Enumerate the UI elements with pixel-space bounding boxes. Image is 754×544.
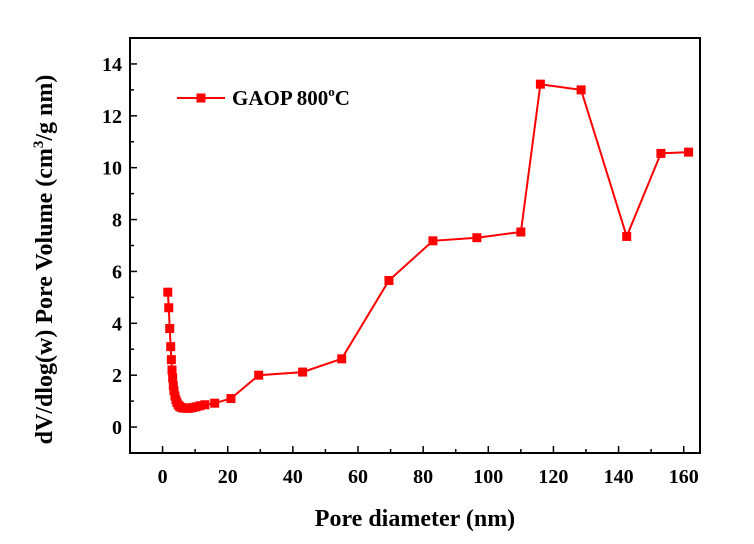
data-point [195, 401, 205, 411]
x-tick-label: 60 [348, 466, 368, 488]
data-point [298, 367, 308, 377]
data-point [167, 365, 177, 375]
data-point [210, 398, 220, 408]
data-point [535, 79, 545, 89]
data-point [200, 400, 210, 410]
data-point [384, 276, 394, 286]
data-point [164, 303, 174, 313]
data-point [472, 233, 482, 243]
y-axis-title: dV/dlog(w) Pore Volume (cm3/g nm) [31, 75, 58, 445]
x-tick-label: 100 [473, 466, 503, 488]
legend-label-main: GAOP 800 [232, 86, 328, 110]
data-point [166, 355, 176, 365]
data-point [226, 394, 236, 404]
y-tick-label: 2 [112, 365, 122, 387]
y-ticks: 0 2 4 6 8 10 12 14 [102, 37, 137, 454]
data-point [684, 147, 694, 157]
y-tick-label: 8 [112, 210, 122, 232]
x-tick-label: 160 [669, 466, 699, 488]
plot-area-frame [129, 37, 701, 454]
legend-marker [196, 93, 206, 103]
x-tick-label: 0 [158, 466, 168, 488]
data-point [428, 236, 438, 246]
y-tick-label: 10 [102, 158, 122, 180]
x-tick-label: 120 [538, 466, 568, 488]
data-point [163, 287, 173, 297]
y-axis-title-rest: /g nm) [32, 75, 58, 142]
data-point [166, 342, 176, 352]
legend-label: GAOP 800oC [232, 84, 350, 110]
y-tick-label: 0 [112, 417, 122, 439]
x-tick-label: 140 [604, 466, 634, 488]
data-point [168, 381, 178, 391]
y-axis-title-superscript: 3 [31, 141, 47, 149]
data-point [165, 324, 175, 333]
x-tick-label: 20 [218, 466, 238, 488]
x-tick-label: 80 [413, 466, 433, 488]
data-point [168, 373, 178, 383]
data-point [169, 386, 179, 396]
x-tick-label: 40 [283, 466, 303, 488]
legend-label-unit: C [335, 86, 350, 110]
y-tick-label: 12 [102, 106, 122, 128]
y-axis-title-main: dV/dlog(w) Pore Volume (cm [32, 148, 58, 444]
y-tick-label: 14 [102, 54, 122, 76]
data-point [656, 148, 666, 158]
x-ticks: 0 20 40 60 80 100 120 140 160 [129, 446, 699, 488]
data-point [254, 370, 264, 380]
data-point [337, 354, 347, 364]
data-point [622, 231, 632, 241]
legend-label-superscript: o [328, 84, 335, 99]
data-point [516, 227, 526, 237]
x-axis-title: Pore diameter (nm) [315, 506, 515, 532]
y-tick-label: 6 [112, 261, 122, 283]
series-group [163, 79, 694, 413]
data-point [576, 85, 586, 95]
series-line [166, 83, 689, 410]
legend: GAOP 800oC [177, 84, 350, 110]
y-tick-label: 4 [112, 313, 122, 335]
